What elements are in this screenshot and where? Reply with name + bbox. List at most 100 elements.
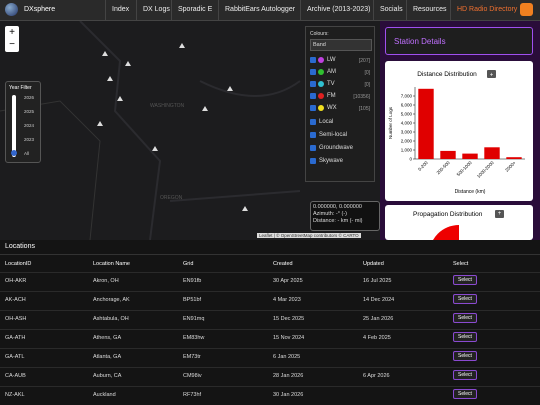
nav-link[interactable]: Index: [105, 0, 135, 20]
propagation-pie: [429, 225, 489, 240]
column-header[interactable]: Updated: [363, 261, 384, 267]
filter-name: Groundwave: [319, 145, 354, 151]
year-filter-title: Year Filter: [9, 85, 32, 91]
select-button[interactable]: Select: [453, 351, 477, 361]
band-dot: [318, 93, 324, 99]
column-header[interactable]: LocationID: [5, 261, 32, 267]
y-tick-label: 3,000: [401, 130, 413, 135]
column-header[interactable]: Location Name: [93, 261, 130, 267]
y-tick-label: 7,000: [401, 94, 413, 99]
band-name: WX: [327, 105, 337, 111]
select-button[interactable]: Select: [453, 389, 477, 399]
checkbox[interactable]: [310, 69, 316, 75]
coords: 0.000000, 0.000000: [313, 204, 362, 210]
checkbox[interactable]: [310, 105, 316, 111]
band-dot: [318, 57, 324, 63]
table-cell: 30 Apr 2025: [273, 278, 303, 284]
row-divider: [0, 291, 540, 292]
checkbox[interactable]: [310, 158, 316, 164]
user-icon[interactable]: [520, 3, 533, 16]
row-divider: [0, 310, 540, 311]
bar: [440, 150, 456, 159]
nav-link[interactable]: Socials: [373, 0, 409, 20]
y-tick-label: 0: [409, 157, 412, 162]
nav-link[interactable]: Sporadic E: [171, 0, 218, 20]
x-tick-label: 500-1000: [456, 160, 473, 177]
bar: [462, 153, 478, 159]
x-tick-label: 0-200: [417, 160, 429, 172]
select-button[interactable]: Select: [453, 313, 477, 323]
x-tick-label: 2000+: [504, 160, 517, 173]
checkbox[interactable]: [310, 93, 316, 99]
band-name: LW: [327, 57, 336, 63]
nav-link[interactable]: RabbitEars Autologger: [218, 0, 301, 20]
select-button[interactable]: Select: [453, 275, 477, 285]
zoom-control: + −: [5, 26, 19, 52]
colours-title: Colours:: [310, 31, 329, 37]
logo: [5, 3, 18, 16]
nav-link[interactable]: DX Logs: [136, 0, 176, 20]
checkbox[interactable]: [310, 119, 316, 125]
select-button[interactable]: Select: [453, 370, 477, 380]
zoom-out[interactable]: −: [9, 39, 15, 50]
select-button[interactable]: Select: [453, 294, 477, 304]
bar: [484, 147, 500, 159]
table-cell: Auburn, CA: [93, 373, 122, 379]
distance: Distance: - km (- mi): [313, 218, 363, 224]
azimuth: Azimuth: -° (-): [313, 211, 347, 217]
year-filter: Year Filter 2026 2025 2024 2023 All: [5, 81, 41, 163]
nav-link[interactable]: HD Radio Directory: [450, 0, 523, 20]
band-count: [10356]: [353, 94, 370, 100]
chart-button[interactable]: [487, 70, 496, 78]
table-cell: Atlanta, GA: [93, 354, 122, 360]
filter-name: Semi-local: [319, 132, 348, 138]
map[interactable]: WASHINGTON OREGON + − Year Filter 2026 20…: [0, 20, 380, 241]
filter-name: Local: [319, 119, 334, 125]
table-cell: GA-ATH: [5, 335, 26, 341]
year-slider[interactable]: [12, 95, 16, 157]
propagation-button[interactable]: +: [495, 210, 504, 218]
bar: [506, 157, 522, 159]
row-divider: [0, 367, 540, 368]
table-cell: EN91fb: [183, 278, 202, 284]
slider-handle[interactable]: [11, 150, 17, 156]
checkbox[interactable]: [310, 145, 316, 151]
station-title: Station Details: [394, 37, 446, 46]
x-axis-label: Distance (km): [455, 189, 486, 195]
chart-button-label[interactable]: +: [490, 73, 494, 79]
brand[interactable]: DXsphere: [24, 6, 56, 13]
map-road: [79, 20, 301, 241]
band-select[interactable]: Band: [310, 39, 372, 51]
select-button[interactable]: Select: [453, 332, 477, 342]
nav-link[interactable]: Resources: [406, 0, 452, 20]
column-header[interactable]: Created: [273, 261, 293, 267]
column-header[interactable]: Grid: [183, 261, 194, 267]
propagation-panel: Propagation Distribution +: [385, 205, 533, 240]
station-details: Station Details: [385, 27, 533, 55]
checkbox[interactable]: [310, 132, 316, 138]
checkbox[interactable]: [310, 81, 316, 87]
table-cell: EM83hw: [183, 335, 205, 341]
nav-link[interactable]: Archive (2013-2023): [300, 0, 376, 20]
table-cell: OH-ASH: [5, 316, 27, 322]
band-count: [0]: [364, 82, 370, 88]
table-cell: Auckland: [93, 392, 116, 398]
colours-panel: Colours: Band LW [207] AM [0] TV [0] FM [10356]…: [305, 26, 375, 182]
row-divider: [0, 272, 540, 273]
table-cell: 14 Dec 2024: [363, 297, 395, 303]
map-label: WASHINGTON: [150, 103, 185, 109]
zoom-in[interactable]: +: [9, 27, 15, 38]
table-cell: 6 Apr 2026: [363, 373, 390, 379]
band-count: [0]: [364, 70, 370, 76]
table-cell: BP51bf: [183, 297, 202, 303]
table-cell: 4 Mar 2023: [273, 297, 301, 303]
year-label: 2025: [24, 109, 35, 114]
band-name: AM: [327, 69, 336, 75]
table-cell: CA-AUB: [5, 373, 26, 379]
table-cell: Ashtabula, OH: [93, 316, 129, 322]
column-header[interactable]: Select: [453, 261, 469, 267]
table-cell: OH-AKR: [5, 278, 27, 284]
year-label: All: [24, 151, 30, 156]
checkbox[interactable]: [310, 57, 316, 63]
